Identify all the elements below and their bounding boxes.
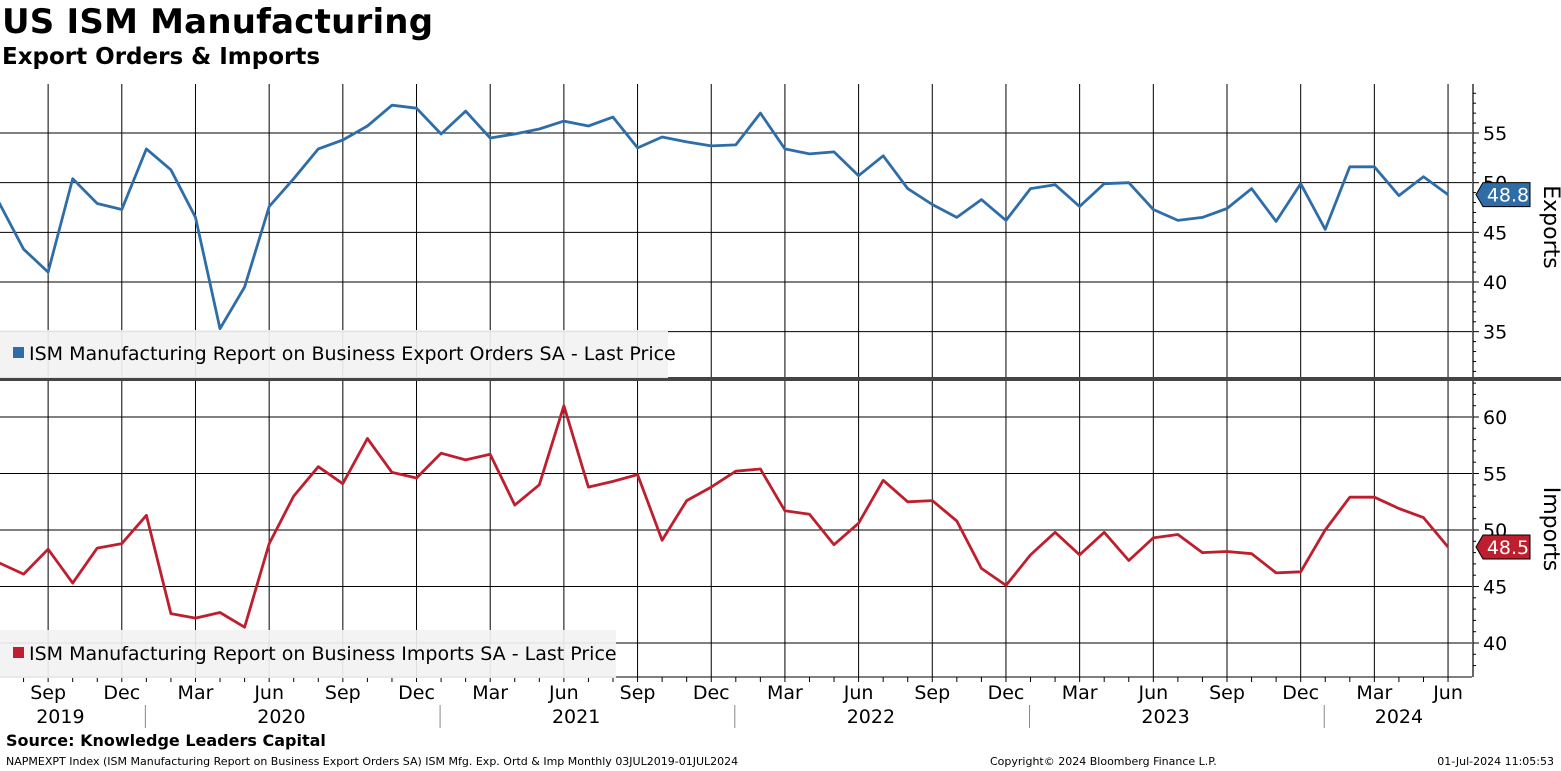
- footer-timestamp: 01-Jul-2024 11:05:53: [1437, 755, 1554, 768]
- x-month-label: Mar: [178, 682, 214, 704]
- x-month-label: Jun: [253, 682, 284, 704]
- last-value-badge: [1475, 534, 1531, 560]
- x-month-label: Sep: [325, 682, 361, 704]
- footer-copyright: Copyright© 2024 Bloomberg Finance L.P.: [990, 755, 1217, 768]
- chart-subtitle: Export Orders & Imports: [2, 44, 321, 70]
- x-month-label: Mar: [767, 682, 803, 704]
- legend-label: ISM Manufacturing Report on Business Imp…: [29, 643, 617, 665]
- y-tick-label: 60: [1483, 407, 1507, 429]
- last-value-badge: [1475, 182, 1531, 208]
- x-month-label: Jun: [548, 682, 579, 704]
- x-year-label: 2024: [1375, 706, 1423, 728]
- y-axis-label: Imports: [1538, 487, 1561, 571]
- series-line: [0, 404, 1450, 629]
- x-month-label: Jun: [843, 682, 874, 704]
- chart-title: US ISM Manufacturing: [2, 2, 434, 42]
- axis-layer: 3540455055Exports48.84045505560Imports48…: [0, 84, 1561, 728]
- x-month-label: Dec: [103, 682, 140, 704]
- source-note: Source: Knowledge Leaders Capital: [6, 731, 326, 750]
- x-month-label: Dec: [988, 682, 1025, 704]
- x-month-label: Sep: [1209, 682, 1245, 704]
- legend-swatch: [13, 647, 24, 658]
- legend-layer: ISM Manufacturing Report on Business Exp…: [0, 330, 676, 678]
- y-tick-label: 55: [1483, 123, 1507, 145]
- y-tick-label: 40: [1483, 633, 1507, 655]
- x-month-label: Mar: [472, 682, 508, 704]
- x-month-label: Dec: [1282, 682, 1319, 704]
- series-line: [0, 103, 1449, 331]
- panel-divider: [0, 377, 1561, 381]
- x-month-label: Sep: [30, 682, 66, 704]
- x-month-label: Sep: [620, 682, 656, 704]
- x-year-label: 2023: [1141, 706, 1189, 728]
- x-month-label: Mar: [1356, 682, 1392, 704]
- y-tick-label: 40: [1483, 272, 1507, 294]
- x-month-label: Dec: [693, 682, 730, 704]
- legend-box: [0, 630, 616, 678]
- grid-layer: [0, 84, 1472, 677]
- legend-swatch: [13, 347, 24, 358]
- last-value-label: 48.8: [1487, 185, 1529, 207]
- y-tick-label: 35: [1483, 322, 1507, 344]
- x-year-label: 2021: [552, 706, 600, 728]
- last-value-label: 48.5: [1487, 537, 1529, 559]
- x-month-label: Jun: [1432, 682, 1463, 704]
- y-tick-label: 45: [1483, 222, 1507, 244]
- x-year-label: 2019: [36, 706, 84, 728]
- series-layer: [0, 103, 1450, 629]
- x-month-label: Jun: [1137, 682, 1168, 704]
- footer-index-description: NAPMEXPT Index (ISM Manufacturing Report…: [6, 755, 739, 768]
- legend-box: [0, 330, 668, 378]
- x-year-label: 2020: [257, 706, 305, 728]
- x-month-label: Sep: [914, 682, 950, 704]
- legend-label: ISM Manufacturing Report on Business Exp…: [29, 343, 676, 365]
- y-tick-label: 55: [1483, 464, 1507, 486]
- y-axis-label: Exports: [1538, 185, 1561, 268]
- x-month-label: Mar: [1062, 682, 1098, 704]
- y-tick-label: 45: [1483, 577, 1507, 599]
- x-year-label: 2022: [847, 706, 895, 728]
- x-month-label: Dec: [398, 682, 435, 704]
